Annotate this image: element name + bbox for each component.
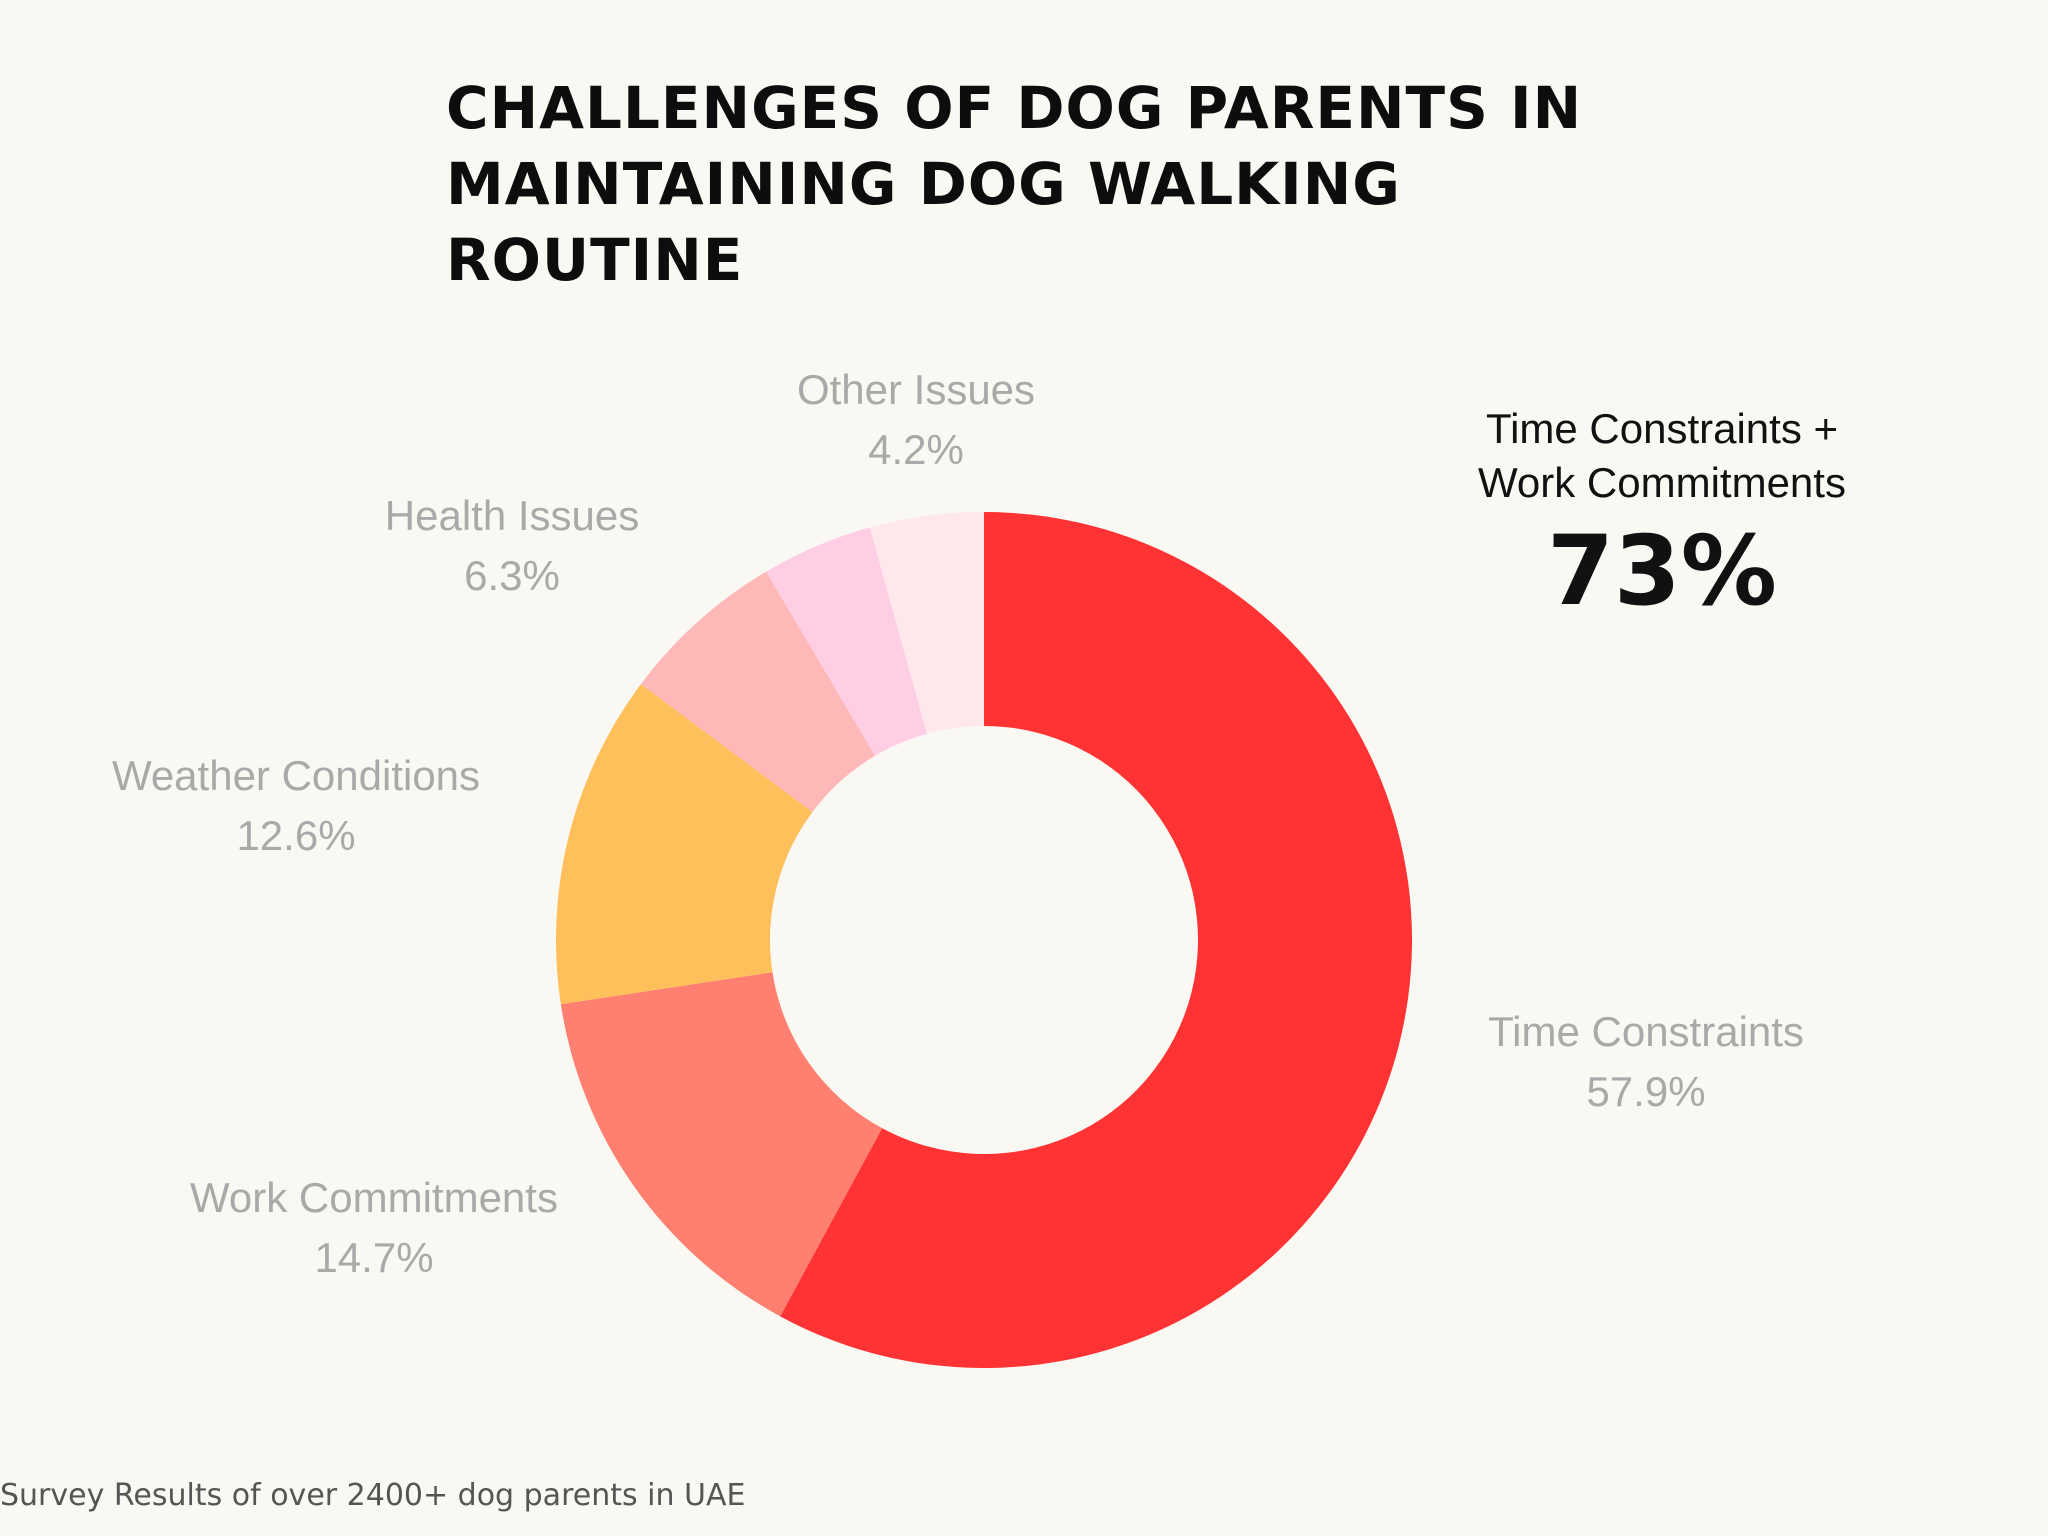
slice-time-constraints: [780, 512, 1412, 1368]
slice-value-health-issues: 6.3%: [464, 552, 560, 599]
slice-value-other-issues: 4.2%: [868, 426, 964, 473]
slice-label-other-issues: Other Issues: [797, 366, 1035, 413]
slice-weather-conditions: [556, 684, 813, 1005]
donut-slices: [556, 512, 1412, 1368]
combined-callout: Time Constraints + Work Commitments 73%: [1400, 402, 1924, 626]
slice-health-issues: [640, 571, 876, 813]
callout-label-line-2: Work Commitments: [1478, 459, 1846, 506]
slice-value-time-constraints: 57.9%: [1586, 1068, 1705, 1115]
slice-value-weather-conditions: 12.6%: [236, 812, 355, 859]
callout-label-line-1: Time Constraints +: [1485, 405, 1839, 452]
slice-unlabeled: [869, 512, 984, 734]
slice-label-weather-conditions: Weather Conditions: [112, 752, 480, 799]
callout-value: 73%: [1547, 515, 1777, 627]
slice-label-health-issues: Health Issues: [385, 492, 639, 539]
chart-title: CHALLENGES OF DOG PARENTS IN MAINTAINING…: [446, 70, 1646, 298]
chart-title-line-1: CHALLENGES OF DOG PARENTS IN: [446, 74, 1583, 142]
footnote: Survey Results of over 2400+ dog parents…: [0, 1478, 746, 1513]
chart-title-line-2: MAINTAINING DOG WALKING ROUTINE: [446, 150, 1401, 294]
slice-other-issues: [766, 527, 927, 756]
slice-labels: Time Constraints 57.9% Work Commitments 14.…: [112, 366, 1804, 1281]
slice-value-work-commitments: 14.7%: [314, 1234, 433, 1281]
callout-label: Time Constraints + Work Commitments: [1400, 402, 1924, 510]
slice-work-commitments: [560, 972, 883, 1317]
slice-label-work-commitments: Work Commitments: [190, 1174, 558, 1221]
slice-label-time-constraints: Time Constraints: [1488, 1008, 1804, 1055]
